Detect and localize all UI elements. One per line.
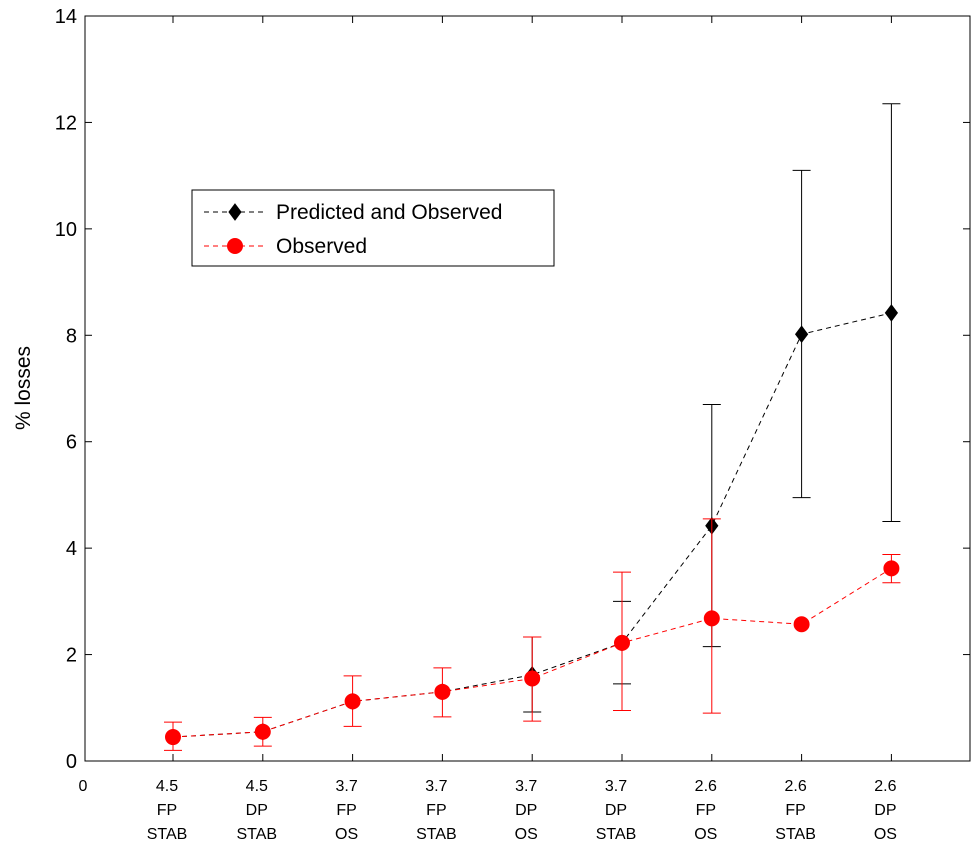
data-point	[614, 634, 630, 651]
legend-marker	[228, 203, 242, 221]
data-point	[883, 560, 900, 577]
x-tick-label: STAB	[775, 826, 816, 843]
data-point	[793, 616, 810, 633]
legend-box	[191, 189, 555, 267]
x-tick-label: FP	[426, 802, 446, 819]
y-tick-label: 8	[66, 325, 77, 347]
legend-label: Observed	[276, 235, 367, 258]
data-point	[165, 729, 181, 746]
x-tick-label: FP	[336, 802, 356, 819]
x-tick-label: 3.7	[605, 778, 627, 795]
x-tick-label: FP	[696, 802, 716, 819]
x-tick-label: DP	[246, 802, 268, 819]
x-tick-label: 4.5	[156, 778, 178, 795]
data-point	[703, 610, 720, 627]
x-tick-label: 2.6	[695, 778, 717, 795]
x-tick-label: STAB	[416, 826, 457, 843]
data-point	[254, 723, 271, 740]
y-tick-label: 6	[66, 432, 77, 454]
y-tick-label: 2	[66, 645, 77, 667]
x-tick-label: 2.6	[874, 778, 896, 795]
x-tick-label: DP	[605, 802, 627, 819]
y-tick-label: 0	[66, 751, 77, 773]
data-point	[794, 325, 809, 344]
x-tick-label: STAB	[236, 826, 277, 843]
x-tick-label: OS	[515, 826, 538, 843]
x-tick-label: DP	[515, 802, 537, 819]
legend: Predicted and Observed Observed	[191, 189, 555, 267]
data-point	[884, 304, 899, 322]
x-tick-label: OS	[335, 826, 358, 843]
x-tick-label: STAB	[596, 826, 637, 843]
series-layer	[164, 103, 901, 751]
data-point	[344, 693, 361, 710]
series-observed	[164, 518, 901, 751]
x-tick-label: STAB	[147, 826, 188, 843]
x-tick-label: OS	[694, 826, 717, 843]
plot-frame	[84, 15, 971, 762]
legend-marker	[227, 238, 243, 254]
x-tick-label: 4.5	[246, 778, 268, 795]
y-tick-label: 10	[55, 219, 77, 241]
y-tick-label: 12	[55, 112, 77, 134]
series-line	[172, 567, 892, 738]
x-tick-label: FP	[785, 802, 805, 819]
x-tick-label: 3.7	[335, 778, 357, 795]
x-tick-label: 2.6	[784, 778, 806, 795]
x-tick-label: FP	[157, 802, 177, 819]
y-tick-label: 4	[66, 538, 77, 560]
data-point	[524, 670, 541, 687]
x-tick-label: 3.7	[425, 778, 447, 795]
x-tick-label: 3.7	[515, 778, 537, 795]
x-tick-label-origin: 0	[79, 778, 88, 795]
axes: 0 2 4 6 8 10 12 14 0 4.5 FP STAB 4.5 DP STAB 3.7 FP OS 3.7…	[55, 6, 971, 843]
x-tick-label: OS	[874, 826, 897, 843]
x-tick-label: DP	[874, 802, 896, 819]
data-point	[434, 683, 451, 700]
y-axis-label: % losses	[12, 346, 35, 430]
y-tick-label: 14	[55, 6, 77, 28]
legend-label: Predicted and Observed	[276, 201, 502, 224]
